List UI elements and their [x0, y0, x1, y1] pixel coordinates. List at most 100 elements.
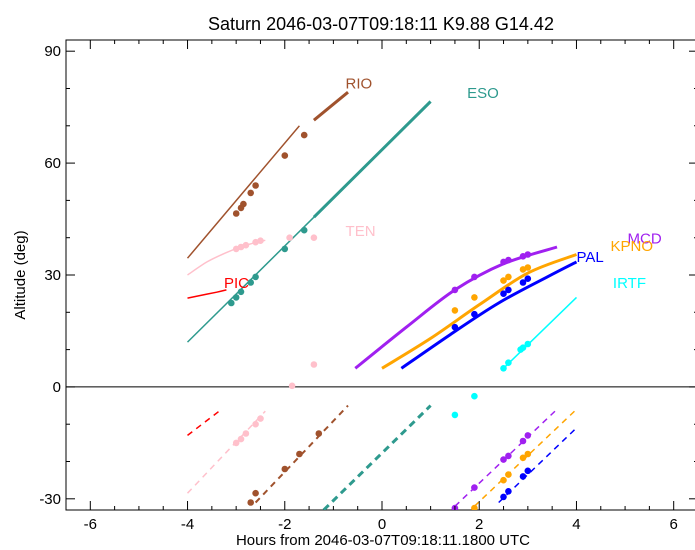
series-kpno-marker [471, 504, 478, 510]
series-eso-marker [300, 226, 308, 234]
y-tick-label: 90 [44, 43, 61, 60]
x-tick-label: -6 [84, 516, 97, 533]
x-axis-ticks: -6 -4 -2 0 2 4 6 [65, 40, 678, 533]
series-pic [187, 289, 227, 436]
series-ten-marker [252, 420, 259, 428]
label-pal: PAL [576, 249, 603, 266]
series-kpno-marker [505, 471, 512, 478]
series-rio-marker [252, 182, 259, 189]
series-kpno-marker [524, 450, 532, 458]
series-pal-marker [505, 286, 512, 294]
series-rio-marker [252, 489, 259, 497]
series-rio-marker [247, 189, 254, 197]
label-eso: ESO [467, 85, 499, 102]
series-kpno-marker [524, 264, 532, 271]
series-rio-marker [315, 430, 323, 437]
series-pal-dashed-line [498, 427, 578, 504]
series-mcd-marker [471, 484, 478, 491]
series-pal-marker [500, 290, 507, 298]
series-pal [400, 260, 578, 504]
series-pal-marker [451, 323, 459, 331]
series-ten-marker [242, 430, 250, 437]
series-rio-marker [240, 200, 247, 208]
series-mcd-marker [519, 437, 527, 445]
series-ten [186, 234, 318, 494]
series-pal-solid-line [400, 260, 578, 370]
series-irtf [451, 296, 578, 419]
x-axis-label: Hours from 2046-03-07T09:18:11.1800 UTC [236, 532, 530, 549]
series-kpno-marker [519, 454, 527, 462]
series-mcd-marker [500, 456, 507, 463]
y-tick-label: 60 [44, 155, 61, 172]
x-tick-label: -4 [181, 516, 194, 533]
series-mcd-marker [524, 432, 532, 439]
series-kpno-marker [500, 476, 507, 484]
series-rio-solid-line [186, 125, 300, 259]
series-pal-marker [519, 473, 527, 480]
series-ten-marker [242, 241, 250, 249]
series-eso-marker [232, 294, 240, 301]
series-mcd-marker [471, 273, 478, 281]
series-irtf-marker [500, 365, 507, 372]
series-rio-marker [247, 499, 254, 506]
series-rio-marker [281, 465, 289, 473]
label-irtf: IRTF [613, 275, 646, 292]
x-tick-label: 4 [572, 516, 580, 533]
series-irtf-marker [505, 359, 512, 367]
y-axis-ticks: -30 0 30 60 90 [39, 43, 695, 508]
label-mcd: MCD [628, 230, 662, 247]
series-pal-marker [524, 275, 532, 283]
y-tick-label: -30 [39, 491, 61, 508]
x-tick-label: -2 [278, 516, 291, 533]
series-pic-dashed-line [187, 408, 223, 436]
series-rio-marker [296, 450, 303, 458]
series-mcd-marker [505, 256, 512, 264]
label-kpno: KPNO [610, 238, 653, 255]
chart-title: Saturn 2046-03-07T09:18:11 K9.88 G14.42 [208, 14, 554, 34]
series-layer [186, 91, 578, 510]
series-ten-marker [237, 435, 245, 443]
series-ten-marker [310, 234, 318, 241]
series-ten-dashed-line [186, 410, 266, 494]
series-eso-marker [252, 273, 259, 281]
series-kpno-marker [505, 273, 512, 281]
series-ten-marker [286, 234, 293, 241]
y-axis-label: Altitude (deg) [12, 230, 29, 319]
series-mcd [354, 245, 558, 510]
x-tick-label: 6 [670, 516, 678, 533]
series-pic-solid-line [187, 289, 227, 299]
series-mcd-marker [524, 251, 532, 258]
series-kpno [381, 253, 578, 510]
series-kpno-solid-line [381, 253, 578, 370]
series-ten-marker [232, 439, 240, 447]
series-irtf-marker [519, 344, 527, 352]
series-ten-marker [257, 237, 264, 244]
series-rio-marker [281, 152, 289, 159]
plot-frame [65, 39, 695, 511]
series-eso-marker [281, 245, 289, 253]
series-mcd-marker [505, 452, 512, 460]
series-eso-solid-line [312, 100, 432, 219]
series-ten-solid-line [187, 239, 266, 276]
series-irtf-marker [471, 392, 478, 400]
series-pal-marker [524, 467, 532, 475]
series-pal-marker [505, 488, 512, 495]
series-ten-marker [288, 382, 296, 390]
series-irtf-solid-line [502, 296, 578, 369]
series-pal-marker [500, 493, 507, 501]
series-rio [186, 91, 349, 506]
series-ten-marker [310, 361, 318, 368]
y-tick-label: 0 [53, 379, 61, 396]
series-kpno-marker [451, 307, 459, 314]
series-kpno-marker [471, 294, 478, 301]
series-rio-marker [232, 210, 240, 217]
series-pal-marker [471, 310, 478, 318]
x-tick-label: 0 [378, 516, 386, 533]
series-ten-marker [257, 415, 264, 422]
series-eso-marker [247, 279, 254, 286]
series-rio-solid-line [312, 91, 349, 122]
label-rio: RIO [346, 75, 373, 92]
label-ten: TEN [346, 223, 376, 240]
series-pal-marker [519, 279, 527, 286]
